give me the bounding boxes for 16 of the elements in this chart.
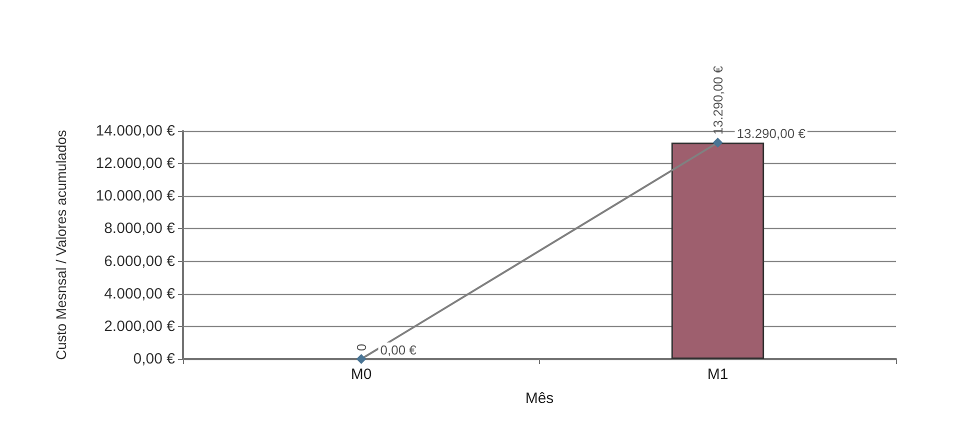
data-label: 0,00 € [380,342,418,358]
y-tick-label: 2.000,00 € [104,318,176,335]
y-tick-label: 12.000,00 € [96,155,176,172]
y-tick-label: 0,00 € [133,350,176,368]
y-tick-label: 14.000,00 € [96,122,176,140]
data-label: 13.290,00 € [736,126,806,142]
x-tick-label: M0 [350,366,372,383]
y-tick-label: 4.000,00 € [104,285,176,302]
y-tick-label: 10.000,00 € [96,188,176,205]
x-tick-label: M1 [707,366,728,383]
y-tick-label: 6.000,00 € [104,252,176,270]
data-label: 0 [354,344,369,351]
x-axis-title: Mês [525,390,554,407]
y-axis-title: Custo Mesnsal / Valores acumulados [53,130,69,360]
data-label: 13.290,00 € [710,65,726,135]
y-tick-label: 8.000,00 € [104,220,176,238]
